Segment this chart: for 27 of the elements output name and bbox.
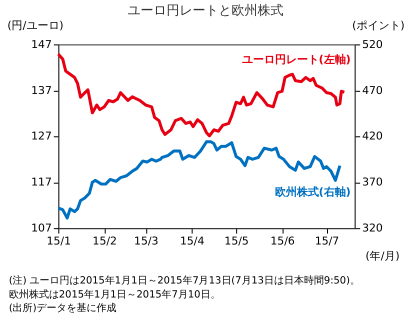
- y-tick-label: 107: [31, 222, 52, 235]
- chart-title: ユーロ円レートと欧州株式: [128, 3, 284, 18]
- series-label: 欧州株式(右軸): [274, 186, 351, 199]
- y2-tick-label: 320: [362, 222, 383, 235]
- x-tick-label: 15/5: [224, 234, 249, 248]
- text: (出所)データを基に作成: [8, 302, 117, 314]
- x-tick-label: 15/6: [270, 234, 295, 248]
- line-series: [56, 52, 346, 138]
- x-tick-label: 15/7: [314, 234, 340, 248]
- y2-tick-label: 420: [362, 130, 383, 143]
- x-tick-label: 15/2: [92, 234, 117, 248]
- x-tick-label: 15/3: [134, 234, 159, 248]
- text: 欧州株式は2015年1月1日～2015年7月10日。: [8, 288, 220, 300]
- y2-tick-label: 470: [362, 84, 383, 97]
- y2-axis-title: (ポイント): [352, 19, 405, 32]
- y-tick-label: 117: [31, 176, 52, 189]
- text: (注) ユーロ円は2015年1月1日～2015年7月13日(7月13日は日本時間9:50)。: [8, 274, 360, 286]
- y-tick-label: 147: [31, 38, 52, 51]
- x-axis-title: (年/月): [366, 249, 400, 262]
- series-label: ユーロ円レート(左軸): [242, 53, 351, 66]
- y-tick-label: 127: [31, 130, 52, 143]
- y2-tick-label: 370: [362, 176, 383, 189]
- x-tick-label: 15/1: [46, 234, 71, 248]
- x-tick-label: 15/4: [180, 234, 204, 248]
- y-axis-title: (円/ユーロ): [7, 19, 64, 32]
- y2-tick-label: 520: [362, 38, 383, 51]
- y-tick-label: 137: [31, 84, 52, 97]
